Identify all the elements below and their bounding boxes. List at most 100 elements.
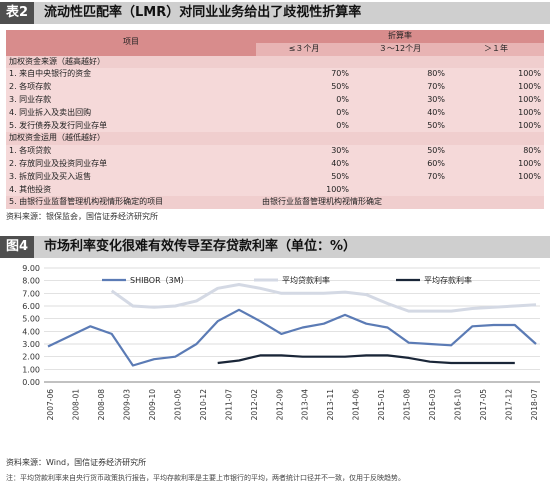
row-value: 100% [518,171,541,181]
x-tick-label: 2013-11 [326,389,335,421]
row-value: 100% [518,120,541,130]
x-tick-label: 2013-04 [301,389,310,421]
chart-header-bar: 图4 市场利率变化很难有效传导至存贷款利率（单位：%） [0,236,550,258]
x-tick-label: 2014-06 [352,389,361,421]
table-source: 资料来源：银保监会，国信证券经济研究所 [6,212,158,221]
x-tick-label: 2017-12 [505,389,514,421]
row-value: 0% [336,120,349,130]
table-section-row: 加权资金运用（越低越好） [6,132,544,146]
table-header-bar: 表2 流动性匹配率（LMR）对同业业务给出了歧视性折算率 [0,2,550,24]
y-tick-label: 2.00 [22,353,40,362]
row-label: 1. 各项贷款 [9,146,52,156]
x-tick-label: 2015-01 [377,389,386,421]
row-label: 3. 同业存款 [9,94,52,104]
series-line-0 [47,308,537,367]
row-label: 加权资金运用（越低越好） [9,133,105,143]
table-section-row: 加权资金来源（越高越好） [6,55,544,69]
y-tick-label: 9.00 [22,264,40,273]
row-value [448,132,544,145]
x-tick-label: 2009-03 [122,389,131,421]
row-value: 70% [427,171,445,181]
x-tick-label: 2010-12 [199,389,208,421]
row-label: 5. 发行债券及发行同业存单 [9,120,108,130]
col-header-item: 项目 [6,30,256,56]
table-row: 3. 拆放同业及买入返售 50% 70% 100% [6,170,544,184]
x-tick-label: 2015-08 [403,389,412,421]
table-row: 5. 发行债券及发行同业存单 0% 50% 100% [6,119,544,133]
row-value: 60% [427,158,445,168]
row-label: 2. 存放同业及投资同业存单 [9,158,108,168]
y-tick-label: 8.00 [22,277,40,286]
y-tick-label: 4.00 [22,327,40,336]
row-value: 50% [427,146,445,156]
col-header-3m: ≤３个月 [256,42,352,56]
row-label: 4. 其他投资 [9,184,52,194]
col-header-group: 折算率 [256,30,544,43]
row-value: 70% [427,82,445,92]
x-tick-label: 2010-05 [173,389,182,421]
x-tick-label: 2016-10 [454,389,463,421]
chart-number: 图4 [0,236,35,258]
row-value: 80% [427,69,445,79]
y-tick-label: 5.00 [22,315,40,324]
table-row: 4. 同业拆入及卖出回购 0% 40% 100% [6,106,544,120]
row-value [448,56,544,69]
rate-line-chart: 0.00 1.00 2.00 3.00 4.00 5.00 6.00 7.00 8.00 9.00… [22,264,540,421]
row-value: 80% [523,146,541,156]
x-tick-label: 2012-09 [275,389,284,421]
col-header-3-12m: ３～12个月 [352,42,448,56]
legend-label: SHIBOR（3M） [130,276,189,285]
x-tick-label: 2008-01 [71,389,80,421]
table-row: 2. 各项存款 50% 70% 100% [6,81,544,94]
row-value: 100% [518,94,541,104]
row-label: 加权资金来源（越高越好） [9,56,105,66]
row-value: 50% [331,82,349,92]
chart-source: 资料来源：Wind，国信证券经济研究所 [6,458,147,467]
y-tick-label: 3.00 [22,340,40,349]
x-tick-label: 2011-07 [224,389,233,421]
row-value: 30% [427,94,445,104]
col-header-1y: ＞１年 [448,42,544,56]
legend-label: 平均存款利率 [424,275,472,285]
row-value: 100% [518,82,541,92]
x-tick-label: 2012-02 [250,389,259,421]
row-value: 100% [518,158,541,168]
chart-title: 市场利率变化很难有效传导至存贷款利率（单位：%） [44,239,357,254]
table-title: 流动性匹配率（LMR）对同业业务给出了歧视性折算率 [44,5,362,20]
x-tick-label: 2017-05 [479,389,488,421]
x-tick-label: 2008-08 [97,389,106,421]
plot-area [44,268,540,382]
row-value: 40% [331,158,349,168]
discount-rate-table: 项目 折算率 ≤３个月 ３～12个月 ＞１年 加权资金来源（越高越好） 1. 来自… [6,30,544,210]
row-value: 100% [518,107,541,117]
row-label: 5. 由银行业监督管理机构视情形确定的项目 [9,197,164,207]
row-value: 100% [518,69,541,79]
table-row: 4. 其他投资 100% [6,183,544,197]
table-row: 2. 存放同业及投资同业存单 40% 60% 100% [6,157,544,171]
y-tick-label: 1.00 [22,365,40,374]
row-value: 40% [427,107,445,117]
row-value [256,132,352,145]
table-row: 1. 各项贷款 30% 50% 80% [6,145,544,158]
row-span-value: 由银行业监督管理机构视情形确定 [262,197,382,207]
row-value: 70% [331,69,349,79]
row-value [352,56,448,69]
legend-label: 平均贷款利率 [282,275,330,285]
chart-note: 注：平均贷款利率来自央行货币政策执行报告，平均存款利率是主要上市银行的平均，两者… [6,474,405,482]
row-value [448,184,544,197]
row-label: 3. 拆放同业及买入返售 [9,171,92,181]
x-tick-label: 2007-06 [46,389,55,421]
row-value: 50% [331,171,349,181]
row-value: 100% [326,184,349,194]
table-row: 3. 同业存款 0% 30% 100% [6,93,544,107]
y-tick-label: 0.00 [22,378,40,387]
row-value [256,56,352,69]
row-label: 4. 同业拆入及卖出回购 [9,107,92,117]
x-tick-label: 2018-07 [530,389,539,421]
y-tick-label: 7.00 [22,289,40,298]
row-value: 30% [331,146,349,156]
row-value: 50% [427,120,445,130]
x-tick-label: 2009-10 [148,389,157,421]
row-value: 0% [336,94,349,104]
table-row: 5. 由银行业监督管理机构视情形确定的项目 由银行业监督管理机构视情形确定 [6,196,544,210]
